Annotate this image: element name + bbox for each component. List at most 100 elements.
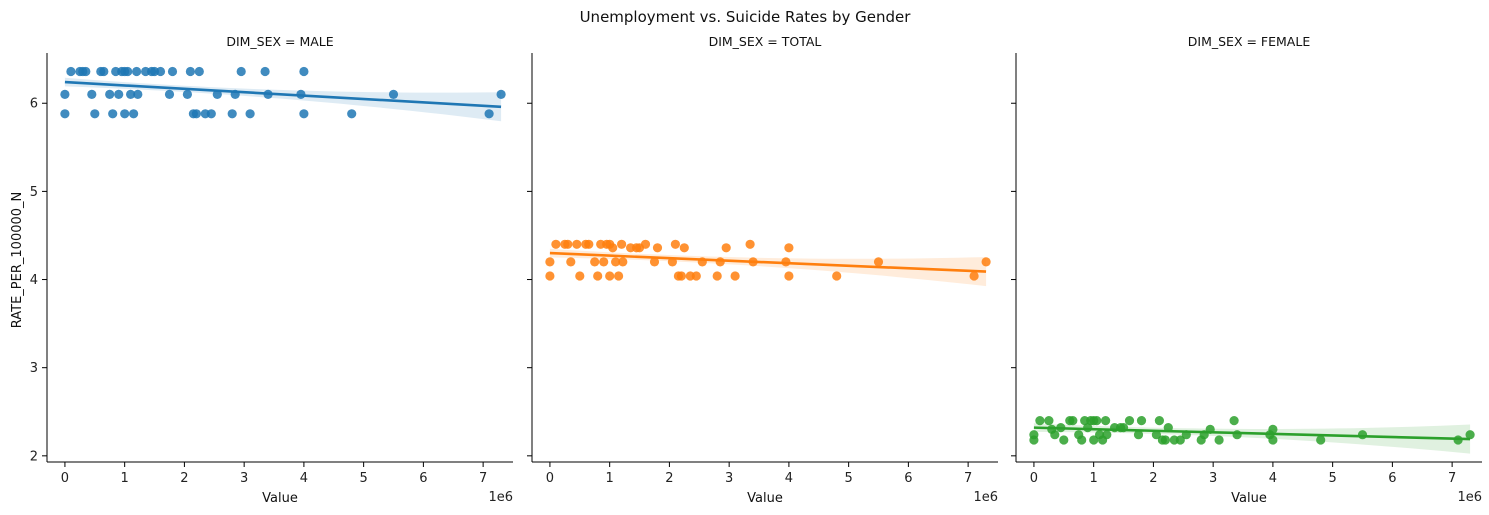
data-point <box>299 66 309 77</box>
panels: DIM_SEX = MALE 2 3 4 5 6 0 1 2 3 4 5 6 7 Value 1e6 DIM_S… <box>30 34 1482 506</box>
data-point <box>245 109 255 119</box>
x-tick-label: 6 <box>1388 471 1396 486</box>
data-point <box>712 271 722 281</box>
data-point <box>164 89 175 99</box>
data-point <box>129 109 139 119</box>
data-point <box>679 243 689 253</box>
data-point <box>1068 416 1078 426</box>
x-offset-label: 1e6 <box>973 490 998 505</box>
x-axis-title: Value <box>1231 491 1267 506</box>
data-point <box>617 239 627 249</box>
data-point <box>784 271 794 281</box>
x-tick-label: 1 <box>121 471 129 486</box>
x-axis-title: Value <box>747 491 783 506</box>
data-point <box>545 257 555 267</box>
data-point <box>299 109 309 119</box>
data-point <box>1035 416 1045 426</box>
data-point <box>1232 430 1242 440</box>
data-point <box>715 257 725 267</box>
chart-title: Unemployment vs. Suicide Rates by Gender <box>580 8 912 26</box>
x-tick-label: 0 <box>1030 471 1038 486</box>
panel-title: DIM_SEX = TOTAL <box>709 34 822 49</box>
data-point <box>551 239 561 249</box>
data-point <box>484 109 494 119</box>
data-point <box>87 89 97 99</box>
data-point <box>1089 435 1099 445</box>
data-point <box>611 257 621 267</box>
x-tick-label: 6 <box>419 471 427 486</box>
data-point <box>227 109 237 119</box>
data-point <box>114 89 124 99</box>
data-point <box>99 66 109 77</box>
x-tick-label: 5 <box>845 471 853 486</box>
x-tick-label: 4 <box>300 471 308 486</box>
x-tick-label: 1 <box>1090 471 1098 486</box>
data-point <box>90 109 100 119</box>
data-point <box>575 271 585 281</box>
data-point <box>599 257 609 267</box>
x-tick-label: 4 <box>785 471 793 486</box>
data-point <box>614 271 624 281</box>
data-point <box>1465 430 1475 440</box>
data-point <box>1357 430 1368 440</box>
data-point <box>584 239 594 249</box>
data-point <box>155 66 166 77</box>
data-point <box>60 109 70 119</box>
x-tick-label: 3 <box>240 471 248 486</box>
x-tick-label: 1 <box>606 471 614 486</box>
data-point <box>676 271 687 281</box>
data-point <box>873 257 884 267</box>
y-tick-label: 5 <box>30 185 38 200</box>
data-point <box>388 89 399 99</box>
data-point <box>105 89 115 99</box>
panel-female: DIM_SEX = FEMALE 0 1 2 3 4 5 6 7 Value 1e6 <box>1011 34 1482 506</box>
data-point <box>120 109 130 119</box>
data-point <box>1160 435 1170 445</box>
x-tick-label: 5 <box>1329 471 1337 486</box>
data-point <box>126 89 136 99</box>
x-tick-label: 2 <box>665 471 673 486</box>
panel-male: DIM_SEX = MALE 2 3 4 5 6 0 1 2 3 4 5 6 7 Value 1e6 <box>30 34 513 506</box>
data-point <box>1175 435 1185 445</box>
data-point <box>745 239 755 249</box>
data-point <box>649 257 660 267</box>
data-point <box>1124 416 1135 426</box>
data-point <box>496 89 506 99</box>
data-point <box>784 243 794 253</box>
data-point <box>670 239 681 249</box>
data-point <box>1092 416 1102 426</box>
data-point <box>1136 416 1147 426</box>
data-point <box>191 109 201 119</box>
data-point <box>590 257 600 267</box>
regression-line <box>1033 426 1471 441</box>
data-point <box>563 239 573 249</box>
x-tick-label: 5 <box>360 471 368 486</box>
data-point <box>1050 430 1060 440</box>
data-point <box>721 243 731 253</box>
x-tick-label: 4 <box>1269 471 1277 486</box>
x-tick-label: 7 <box>1448 471 1456 486</box>
data-point <box>652 243 663 253</box>
data-point <box>1214 435 1224 445</box>
panel-title: DIM_SEX = MALE <box>226 34 333 49</box>
data-point <box>1101 416 1111 426</box>
x-tick-label: 0 <box>61 471 69 486</box>
y-tick-label: 3 <box>30 361 38 376</box>
x-tick-label: 7 <box>479 471 487 486</box>
data-point <box>593 271 603 281</box>
data-point <box>618 257 628 267</box>
x-tick-label: 6 <box>904 471 912 486</box>
data-point <box>194 66 204 77</box>
data-point <box>1316 435 1326 445</box>
data-point <box>730 271 740 281</box>
y-tick-label: 4 <box>30 273 38 288</box>
data-point <box>123 66 133 77</box>
data-point <box>133 89 143 99</box>
data-point <box>236 66 246 77</box>
data-point <box>545 271 555 281</box>
x-tick-label: 2 <box>180 471 188 486</box>
y-tick-label: 2 <box>30 449 38 464</box>
data-point <box>1102 430 1112 440</box>
data-point <box>182 89 192 99</box>
